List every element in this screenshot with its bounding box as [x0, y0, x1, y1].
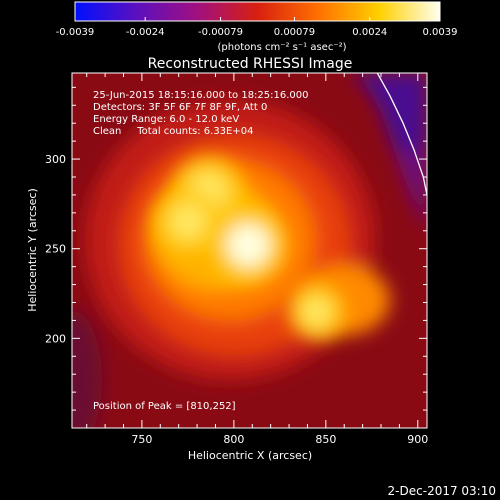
plot-title: Reconstructed RHESSI Image — [148, 56, 353, 72]
limb-line — [376, 73, 427, 196]
solar-limb — [376, 73, 427, 196]
x-tick-label: 800 — [223, 433, 244, 446]
annotation-energy-range: Energy Range: 6.0 - 12.0 keV — [93, 114, 239, 125]
y-tick-label: 300 — [45, 153, 66, 166]
source-core — [301, 295, 333, 328]
plot-annotations: 25-Jun-2015 18:15:16.000 to 18:25:16.000… — [93, 90, 309, 412]
x-axis: 750 800 850 900 — [86, 73, 428, 446]
colorbar: -0.0039 -0.0024 -0.00079 0.00079 0.0024 0.003… — [56, 1, 458, 53]
colorbar-gradient — [74, 1, 441, 22]
plot-frame — [71, 72, 428, 429]
annotation-peak-position: Position of Peak = [810,252] — [93, 401, 236, 412]
colorbar-tick-label: -0.0024 — [126, 27, 165, 38]
colorbar-tick-label: -0.00079 — [198, 27, 243, 38]
source-core — [226, 223, 271, 268]
timestamp: 2-Dec-2017 03:10 — [388, 484, 496, 498]
source-blobs — [154, 155, 345, 340]
x-tick-label: 850 — [315, 433, 336, 446]
y-tick-label: 250 — [45, 243, 66, 256]
colorbar-tick-label: 0.0039 — [423, 27, 458, 38]
y-axis: 200 250 300 — [45, 86, 427, 411]
y-tick-label: 200 — [45, 332, 66, 345]
x-tick-label: 900 — [407, 433, 428, 446]
colorbar-tick-label: -0.0039 — [56, 27, 95, 38]
annotation-time-range: 25-Jun-2015 18:15:16.000 to 18:25:16.000 — [93, 90, 309, 101]
colorbar-unit-label: (photons cm⁻² s⁻¹ asec⁻²) — [217, 42, 346, 53]
x-tick-label: 750 — [131, 433, 152, 446]
x-axis-label: Heliocentric X (arcsec) — [188, 449, 312, 462]
annotation-detectors: Detectors: 3F 5F 6F 7F 8F 9F, Att 0 — [93, 102, 267, 113]
heatmap-image — [72, 73, 427, 428]
colorbar-ticks: -0.0039 -0.0024 -0.00079 0.00079 0.0024 0.003… — [56, 17, 458, 38]
source-core — [169, 203, 207, 241]
y-axis-label: Heliocentric Y (arcsec) — [26, 188, 39, 312]
annotation-clean-counts: Clean Total counts: 6.33E+04 — [93, 126, 253, 137]
colorbar-tick-label: 0.0024 — [352, 27, 387, 38]
colorbar-tick-label: 0.00079 — [274, 27, 315, 38]
